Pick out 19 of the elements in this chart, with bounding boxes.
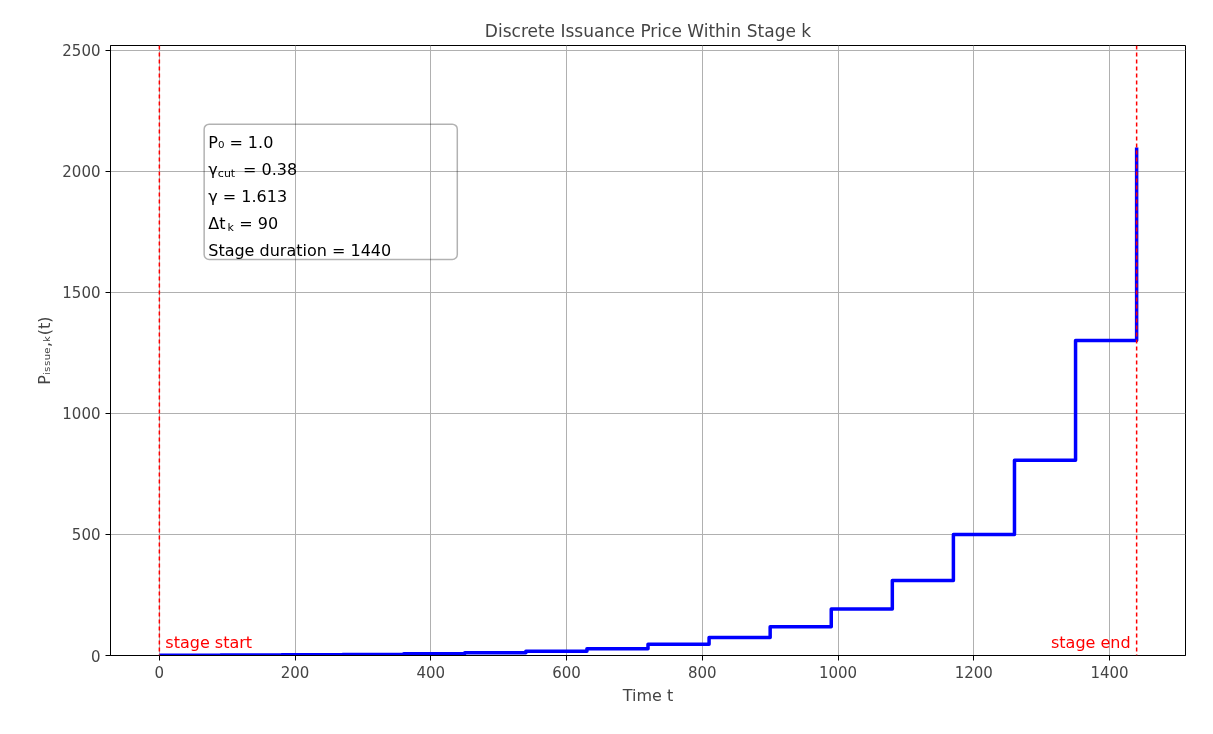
y-tick-label: 1000 (62, 405, 101, 424)
y-tick-label: 1500 (62, 284, 101, 303)
x-tick-label: 400 (416, 663, 446, 682)
x-axis-title: Time t (621, 685, 674, 705)
chart-title: Discrete Issuance Price Within Stage k (484, 20, 812, 41)
y-tick-label: 0 (90, 647, 101, 666)
x-tick-label: 0 (154, 663, 165, 682)
y-axis-title: Pᵢₛₛᵤₑ,ₖ(t) (35, 316, 55, 385)
y-tick-label: 500 (71, 526, 101, 545)
y-tick-label: 2500 (62, 42, 101, 61)
x-tick-label: 600 (552, 663, 581, 682)
ref-line-label: stage end (1051, 632, 1131, 652)
y-tick-label: 2000 (62, 163, 101, 182)
x-tick-label: 200 (280, 663, 310, 682)
x-tick-label: 1200 (954, 663, 993, 682)
x-tick-label: 1000 (818, 663, 858, 682)
x-tick-label: 800 (687, 663, 717, 682)
x-tick-label: 1400 (1090, 663, 1129, 682)
ref-line-label: stage start (165, 632, 253, 652)
